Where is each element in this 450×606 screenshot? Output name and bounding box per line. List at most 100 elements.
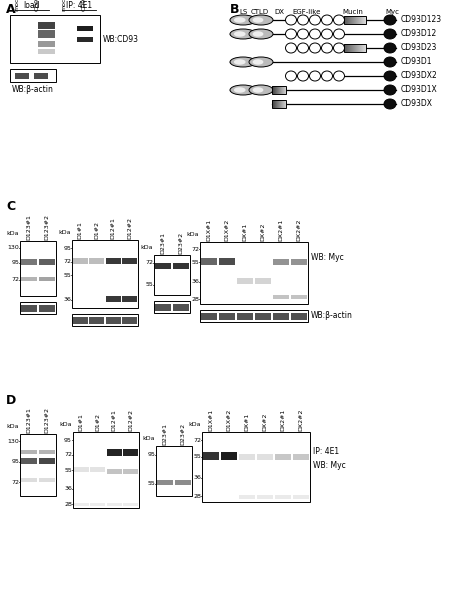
Bar — [284, 100, 285, 108]
Bar — [346, 16, 347, 24]
Bar — [200, 242, 308, 304]
Bar — [219, 258, 235, 265]
Bar — [219, 313, 235, 319]
Bar — [107, 469, 122, 474]
Bar — [156, 446, 192, 496]
Ellipse shape — [310, 15, 320, 25]
Text: kDa: kDa — [143, 436, 155, 441]
Text: 95: 95 — [147, 453, 155, 458]
Bar — [360, 16, 361, 24]
Bar — [362, 44, 363, 52]
Bar — [239, 454, 255, 460]
Bar — [122, 258, 137, 264]
Bar — [21, 478, 37, 482]
Text: 55: 55 — [191, 260, 199, 265]
Text: DX2#2: DX2#2 — [298, 408, 303, 431]
Bar — [155, 304, 171, 311]
Bar — [278, 86, 279, 94]
Bar — [361, 44, 362, 52]
Bar — [357, 44, 358, 52]
Ellipse shape — [249, 85, 273, 95]
Ellipse shape — [285, 29, 297, 39]
Bar — [74, 467, 89, 472]
Bar — [285, 86, 286, 94]
Bar — [90, 504, 105, 507]
Text: B: B — [230, 3, 239, 16]
Ellipse shape — [249, 15, 273, 25]
Bar — [73, 432, 139, 508]
Text: D1X#2: D1X#2 — [226, 409, 231, 431]
Ellipse shape — [252, 59, 263, 65]
Text: DX2#1: DX2#1 — [279, 219, 284, 241]
Bar — [257, 495, 273, 499]
Bar — [344, 44, 345, 52]
Bar — [274, 100, 275, 108]
Bar — [347, 44, 348, 52]
Bar — [346, 44, 347, 52]
Text: kDa: kDa — [186, 232, 199, 237]
Text: 28: 28 — [191, 296, 199, 302]
Bar — [77, 26, 93, 31]
Bar — [359, 44, 360, 52]
Ellipse shape — [333, 29, 345, 39]
Text: 95: 95 — [64, 438, 72, 443]
Text: CD93D23: CD93D23 — [401, 44, 437, 53]
Bar — [34, 73, 48, 79]
Text: LS: LS — [239, 9, 247, 15]
Text: kDa: kDa — [58, 230, 71, 235]
Bar — [175, 480, 191, 485]
Bar — [281, 100, 282, 108]
Text: Mucin: Mucin — [342, 9, 364, 15]
Bar — [20, 302, 56, 314]
Bar — [353, 44, 354, 52]
Text: 95: 95 — [11, 261, 19, 265]
Bar — [273, 295, 289, 299]
Bar — [272, 86, 273, 94]
Text: 36: 36 — [63, 298, 71, 302]
Bar — [355, 44, 356, 52]
Bar — [350, 16, 351, 24]
Bar — [356, 16, 357, 24]
Bar — [344, 16, 366, 24]
Ellipse shape — [234, 17, 246, 23]
Text: CD93: CD93 — [35, 0, 40, 11]
Bar — [106, 296, 121, 302]
Ellipse shape — [297, 15, 309, 25]
Bar — [201, 258, 217, 265]
Text: 55: 55 — [63, 273, 71, 278]
Text: 28: 28 — [64, 502, 72, 507]
Text: D: D — [6, 394, 16, 407]
Bar — [39, 458, 55, 464]
Bar — [122, 296, 137, 302]
Text: DX#2: DX#2 — [262, 413, 267, 431]
Bar — [352, 16, 353, 24]
Bar — [106, 317, 121, 324]
Ellipse shape — [230, 57, 256, 67]
Text: D12#1: D12#1 — [111, 217, 116, 239]
Text: kDa: kDa — [6, 231, 19, 236]
Text: 72: 72 — [11, 277, 19, 282]
Text: kDa: kDa — [59, 422, 72, 427]
Bar — [20, 434, 56, 496]
Ellipse shape — [230, 85, 256, 95]
Ellipse shape — [249, 29, 273, 39]
Bar — [39, 478, 55, 482]
Bar — [15, 73, 29, 79]
Bar — [282, 100, 283, 108]
Ellipse shape — [333, 43, 345, 53]
Bar — [123, 450, 138, 456]
Ellipse shape — [252, 32, 263, 37]
Bar — [237, 313, 253, 319]
Bar — [274, 86, 275, 94]
Bar — [107, 450, 122, 456]
Text: 55: 55 — [64, 467, 72, 473]
Bar — [350, 44, 351, 52]
Text: 72: 72 — [11, 480, 19, 485]
Bar — [273, 86, 274, 94]
Ellipse shape — [384, 85, 396, 95]
Bar — [239, 495, 255, 499]
Ellipse shape — [333, 15, 345, 25]
Text: 72: 72 — [64, 452, 72, 458]
Text: 55: 55 — [147, 481, 155, 486]
Ellipse shape — [310, 29, 320, 39]
